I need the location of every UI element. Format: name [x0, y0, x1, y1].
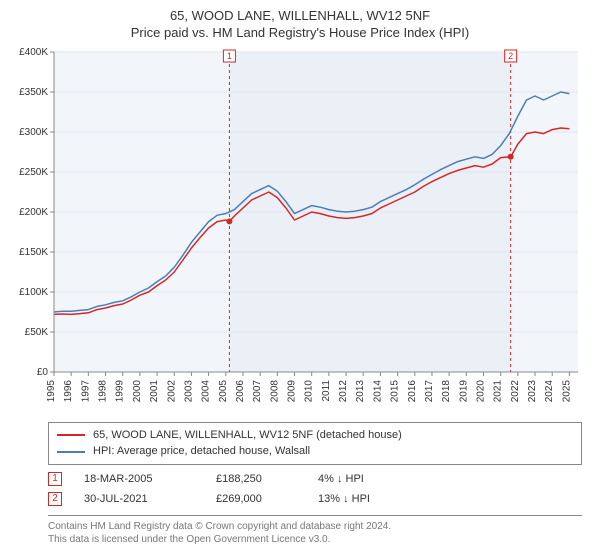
legend-label-price-paid: 65, WOOD LANE, WILLENHALL, WV12 5NF (det… — [93, 427, 402, 444]
svg-text:£50K: £50K — [25, 327, 49, 338]
footer: Contains HM Land Registry data © Crown c… — [48, 515, 582, 546]
chart-title: 65, WOOD LANE, WILLENHALL, WV12 5NF Pric… — [10, 8, 590, 42]
sale-marker-2-date: 30-JUL-2021 — [84, 493, 194, 505]
sale-marker-2-price: £269,000 — [216, 493, 296, 505]
svg-text:2019: 2019 — [458, 379, 469, 402]
svg-text:2007: 2007 — [252, 379, 263, 402]
svg-text:2018: 2018 — [441, 379, 452, 402]
chart-svg: £0 £50K £100K £150K £200K £250K £300K £350K £400… — [10, 46, 590, 416]
sale-marker-1-price: £188,250 — [216, 473, 296, 485]
svg-text:2011: 2011 — [321, 379, 332, 401]
svg-text:1995: 1995 — [46, 379, 57, 402]
svg-text:2014: 2014 — [372, 379, 383, 402]
svg-text:£350K: £350K — [19, 87, 48, 98]
legend-label-hpi: HPI: Average price, detached house, Wals… — [93, 443, 310, 460]
svg-text:2021: 2021 — [493, 379, 504, 402]
svg-text:£0: £0 — [37, 367, 49, 378]
sale-markers: 1 18-MAR-2005 £188,250 4% ↓ HPI 2 30-JUL… — [48, 469, 582, 509]
svg-text:2020: 2020 — [476, 379, 487, 402]
svg-text:£300K: £300K — [19, 127, 48, 138]
sale-marker-2: 2 30-JUL-2021 £269,000 13% ↓ HPI — [48, 489, 582, 509]
legend-row-price-paid: 65, WOOD LANE, WILLENHALL, WV12 5NF (det… — [57, 427, 573, 444]
sale-marker-1-date: 18-MAR-2005 — [84, 473, 194, 485]
svg-text:1996: 1996 — [63, 379, 74, 402]
footer-line-1: Contains HM Land Registry data © Crown c… — [48, 520, 582, 533]
footer-line-2: This data is licensed under the Open Gov… — [48, 533, 582, 546]
svg-text:1998: 1998 — [98, 379, 109, 402]
svg-text:2004: 2004 — [201, 379, 212, 402]
svg-text:2015: 2015 — [390, 379, 401, 402]
sale-marker-2-num: 2 — [48, 492, 62, 506]
legend-row-hpi: HPI: Average price, detached house, Wals… — [57, 443, 573, 460]
legend-swatch-hpi — [57, 451, 85, 453]
svg-text:2000: 2000 — [132, 379, 143, 402]
sale-marker-1-delta: 4% ↓ HPI — [318, 473, 418, 485]
svg-text:£250K: £250K — [19, 167, 48, 178]
chart-container: 65, WOOD LANE, WILLENHALL, WV12 5NF Pric… — [0, 0, 600, 560]
svg-text:£200K: £200K — [19, 207, 48, 218]
svg-text:£100K: £100K — [19, 287, 48, 298]
sale-marker-1-num: 1 — [48, 472, 62, 486]
svg-text:2008: 2008 — [269, 379, 280, 402]
svg-text:2017: 2017 — [424, 379, 435, 402]
svg-text:2025: 2025 — [561, 379, 572, 402]
svg-text:2009: 2009 — [287, 379, 298, 402]
svg-text:2002: 2002 — [166, 379, 177, 402]
svg-text:£150K: £150K — [19, 247, 48, 258]
svg-text:2003: 2003 — [183, 379, 194, 402]
title-line-1: 65, WOOD LANE, WILLENHALL, WV12 5NF — [10, 8, 590, 25]
svg-text:2: 2 — [508, 51, 513, 61]
svg-text:2022: 2022 — [510, 379, 521, 402]
svg-text:2005: 2005 — [218, 379, 229, 402]
svg-text:2006: 2006 — [235, 379, 246, 402]
legend: 65, WOOD LANE, WILLENHALL, WV12 5NF (det… — [48, 422, 582, 465]
svg-text:2016: 2016 — [407, 379, 418, 402]
legend-swatch-price-paid — [57, 434, 85, 436]
svg-text:2010: 2010 — [304, 379, 315, 402]
svg-text:1: 1 — [227, 51, 232, 61]
svg-text:1999: 1999 — [115, 379, 126, 402]
svg-text:2023: 2023 — [527, 379, 538, 402]
chart-plot: £0 £50K £100K £150K £200K £250K £300K £350K £400… — [10, 46, 590, 416]
svg-text:2012: 2012 — [338, 379, 349, 402]
svg-text:2013: 2013 — [355, 379, 366, 402]
svg-text:1997: 1997 — [80, 379, 91, 402]
title-line-2: Price paid vs. HM Land Registry's House … — [10, 25, 590, 42]
sale-marker-1: 1 18-MAR-2005 £188,250 4% ↓ HPI — [48, 469, 582, 489]
svg-text:2024: 2024 — [544, 379, 555, 402]
svg-text:2001: 2001 — [149, 379, 160, 402]
sale-marker-2-delta: 13% ↓ HPI — [318, 493, 418, 505]
svg-text:£400K: £400K — [19, 47, 48, 58]
